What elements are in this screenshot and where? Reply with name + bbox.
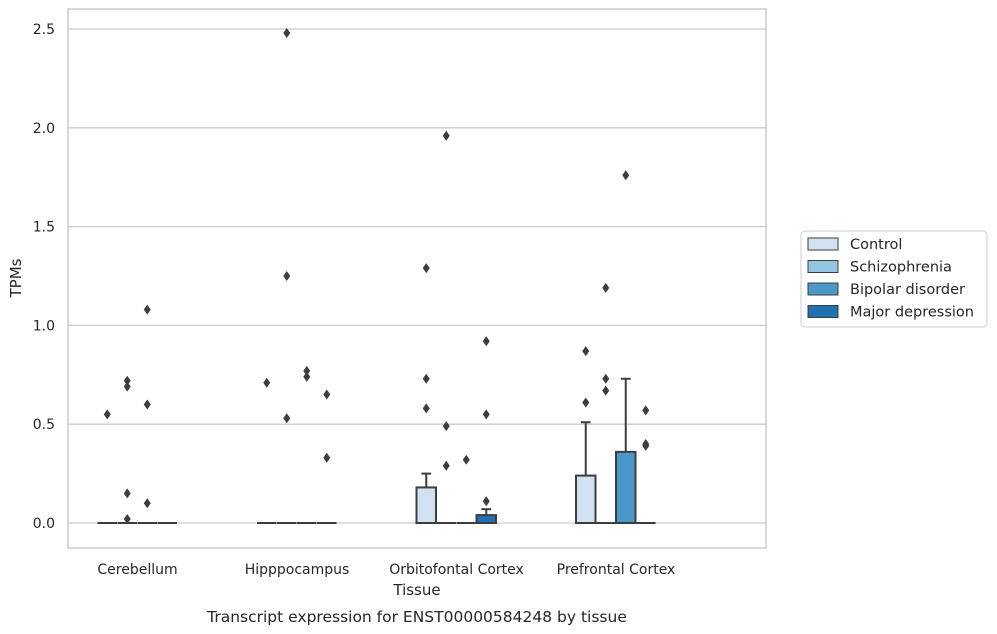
y-tick-label: 2.5 xyxy=(33,22,55,38)
outlier-point xyxy=(602,282,610,293)
box-control xyxy=(415,472,437,525)
legend-frame xyxy=(800,230,988,328)
box-body xyxy=(615,450,637,525)
outlier-point xyxy=(602,385,610,396)
outlier-point xyxy=(323,389,331,400)
x-tick-label: Orbitofontal Cortex xyxy=(389,562,524,578)
outlier-point xyxy=(462,454,470,465)
outlier-point xyxy=(103,409,111,420)
outlier-point xyxy=(143,399,151,410)
outlier-point xyxy=(283,27,291,38)
grid-lines xyxy=(68,28,766,524)
outlier-point xyxy=(602,373,610,384)
box-body xyxy=(475,514,497,525)
outlier-point xyxy=(642,440,650,451)
legend: Control Schizophrenia Bipolar disorder Majo… xyxy=(800,230,988,328)
outlier-point xyxy=(123,381,131,392)
plot-frame xyxy=(67,8,767,549)
outlier-point xyxy=(263,377,271,388)
outlier-point xyxy=(422,403,430,414)
x-tick-label: Prefrontal Cortex xyxy=(557,562,676,578)
outlier-point xyxy=(303,371,311,382)
outlier-point xyxy=(283,271,291,281)
box-body xyxy=(575,474,597,524)
outlier-point xyxy=(442,421,450,432)
chart-caption: Transcript expression for ENST0000058424… xyxy=(206,608,627,626)
legend-label: Schizophrenia xyxy=(850,260,952,276)
outlier-point xyxy=(323,452,331,463)
outlier-point xyxy=(642,405,650,416)
outlier-point xyxy=(442,130,450,141)
legend-swatch xyxy=(807,282,839,296)
y-tick-label: 2.0 xyxy=(33,121,55,137)
outlier-point xyxy=(303,365,311,376)
outlier-point xyxy=(123,514,131,525)
outlier-point xyxy=(123,375,131,386)
boxes-layer xyxy=(97,377,656,525)
legend-swatch xyxy=(807,260,839,273)
y-tick-label: 0.0 xyxy=(33,516,55,532)
outlier-point xyxy=(442,460,450,471)
y-tick-label: 0.5 xyxy=(33,417,55,433)
outlier-point xyxy=(422,263,430,274)
outlier-point xyxy=(582,397,590,408)
y-axis-title: TPMs xyxy=(7,258,25,298)
legend-label: Major depression xyxy=(850,305,974,321)
x-tick-labels: Cerebellum Hipppocampus Orbitofontal Corte… xyxy=(97,562,675,578)
legend-swatch xyxy=(807,305,839,318)
box-body xyxy=(415,486,437,525)
outlier-point xyxy=(283,413,291,424)
outliers-layer xyxy=(103,27,650,525)
outlier-point xyxy=(482,409,490,420)
x-tick-label: Cerebellum xyxy=(97,562,177,578)
legend-label: Bipolar disorder xyxy=(850,282,965,298)
outlier-point xyxy=(123,488,131,499)
outlier-point xyxy=(482,496,490,507)
outlier-point xyxy=(422,373,430,384)
box-major-depression xyxy=(475,508,497,525)
legend-label: Control xyxy=(850,237,902,253)
outlier-point xyxy=(582,346,590,357)
box-bipolar-disorder xyxy=(615,377,637,525)
outlier-point xyxy=(143,304,151,315)
box-control xyxy=(575,421,597,524)
outlier-point xyxy=(622,170,630,181)
y-tick-label: 1.5 xyxy=(33,220,55,236)
x-axis-title: Tissue xyxy=(392,581,440,599)
outlier-point xyxy=(143,498,151,509)
legend-swatch xyxy=(807,237,839,251)
y-tick-labels: 0.0 0.5 1.0 1.5 2.0 2.5 xyxy=(33,22,55,532)
outlier-point xyxy=(482,336,490,347)
x-tick-label: Hipppocampus xyxy=(245,562,350,578)
y-tick-label: 1.0 xyxy=(33,318,55,334)
